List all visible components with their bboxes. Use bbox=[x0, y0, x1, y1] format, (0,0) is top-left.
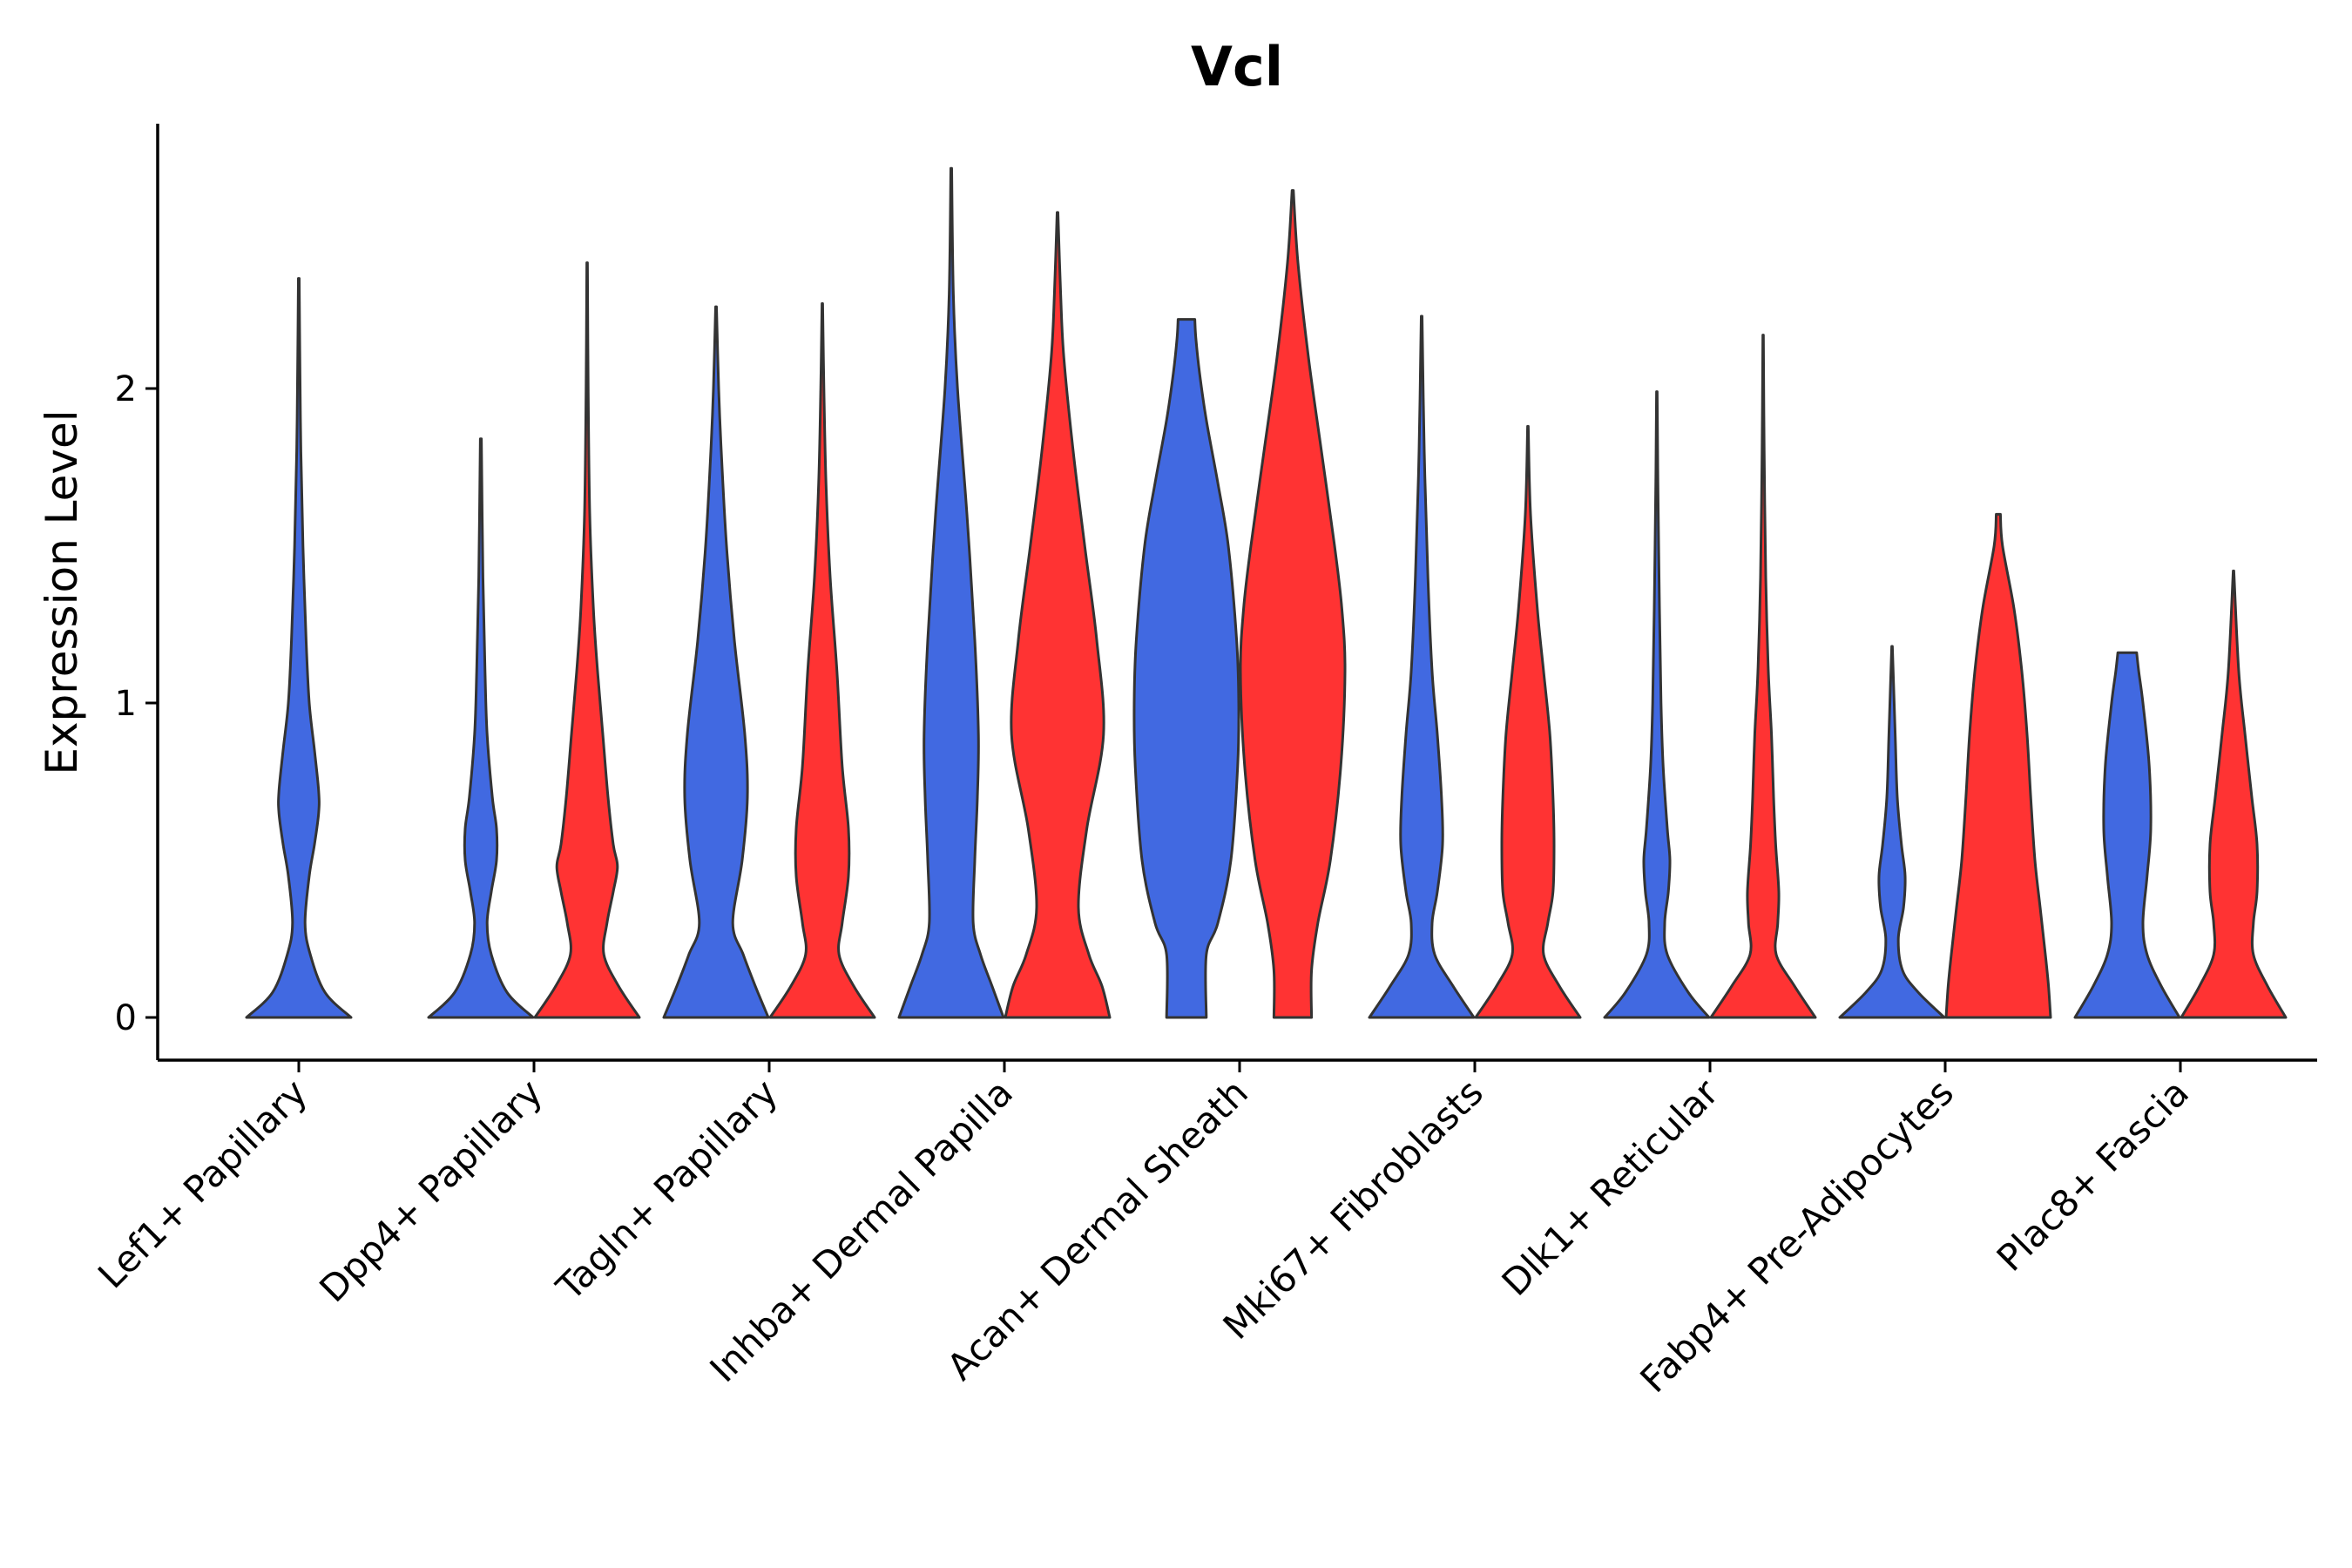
violin-group_b-6 bbox=[1709, 334, 1817, 1019]
violins-layer bbox=[245, 166, 2288, 1019]
violin-group_b-8 bbox=[2180, 569, 2288, 1019]
x-category-label: Mki67+ Fibroblasts bbox=[1215, 1071, 1491, 1347]
violin-group_a-6 bbox=[1603, 390, 1711, 1019]
violin-group_b-3 bbox=[1004, 211, 1112, 1019]
violin-group_a-5 bbox=[1368, 314, 1476, 1019]
x-category-label: Dlk1+ Reticular bbox=[1494, 1071, 1727, 1304]
chart-title: Vcl bbox=[1191, 35, 1283, 98]
violin-group_a-8 bbox=[2073, 651, 2181, 1019]
violin-group_a-1 bbox=[427, 437, 535, 1019]
violin-group_a-0 bbox=[245, 277, 353, 1019]
y-tick-label: 1 bbox=[115, 684, 137, 724]
x-category-label: Tagln+ Papillary bbox=[548, 1071, 786, 1308]
violin-group_b-2 bbox=[768, 302, 876, 1019]
violin-group_b-4 bbox=[1239, 189, 1347, 1019]
violin-group_b-7 bbox=[1944, 512, 2052, 1019]
x-category-label: Plac8+ Fascia bbox=[1989, 1071, 2197, 1279]
y-tick-label: 0 bbox=[115, 998, 137, 1038]
violin-group_a-2 bbox=[662, 305, 770, 1019]
violin-group_b-1 bbox=[533, 261, 641, 1019]
y-tick-label: 2 bbox=[115, 369, 137, 409]
violin-group_b-5 bbox=[1474, 424, 1582, 1019]
violin-group_a-3 bbox=[897, 166, 1005, 1019]
violin-group_a-7 bbox=[1838, 645, 1946, 1019]
y-axis-label: Expression Level bbox=[37, 409, 87, 774]
violin-group_a-4 bbox=[1132, 318, 1240, 1019]
x-category-label: Dpp4+ Papillary bbox=[311, 1071, 551, 1310]
x-category-label: Lef1+ Papillary bbox=[90, 1071, 315, 1296]
